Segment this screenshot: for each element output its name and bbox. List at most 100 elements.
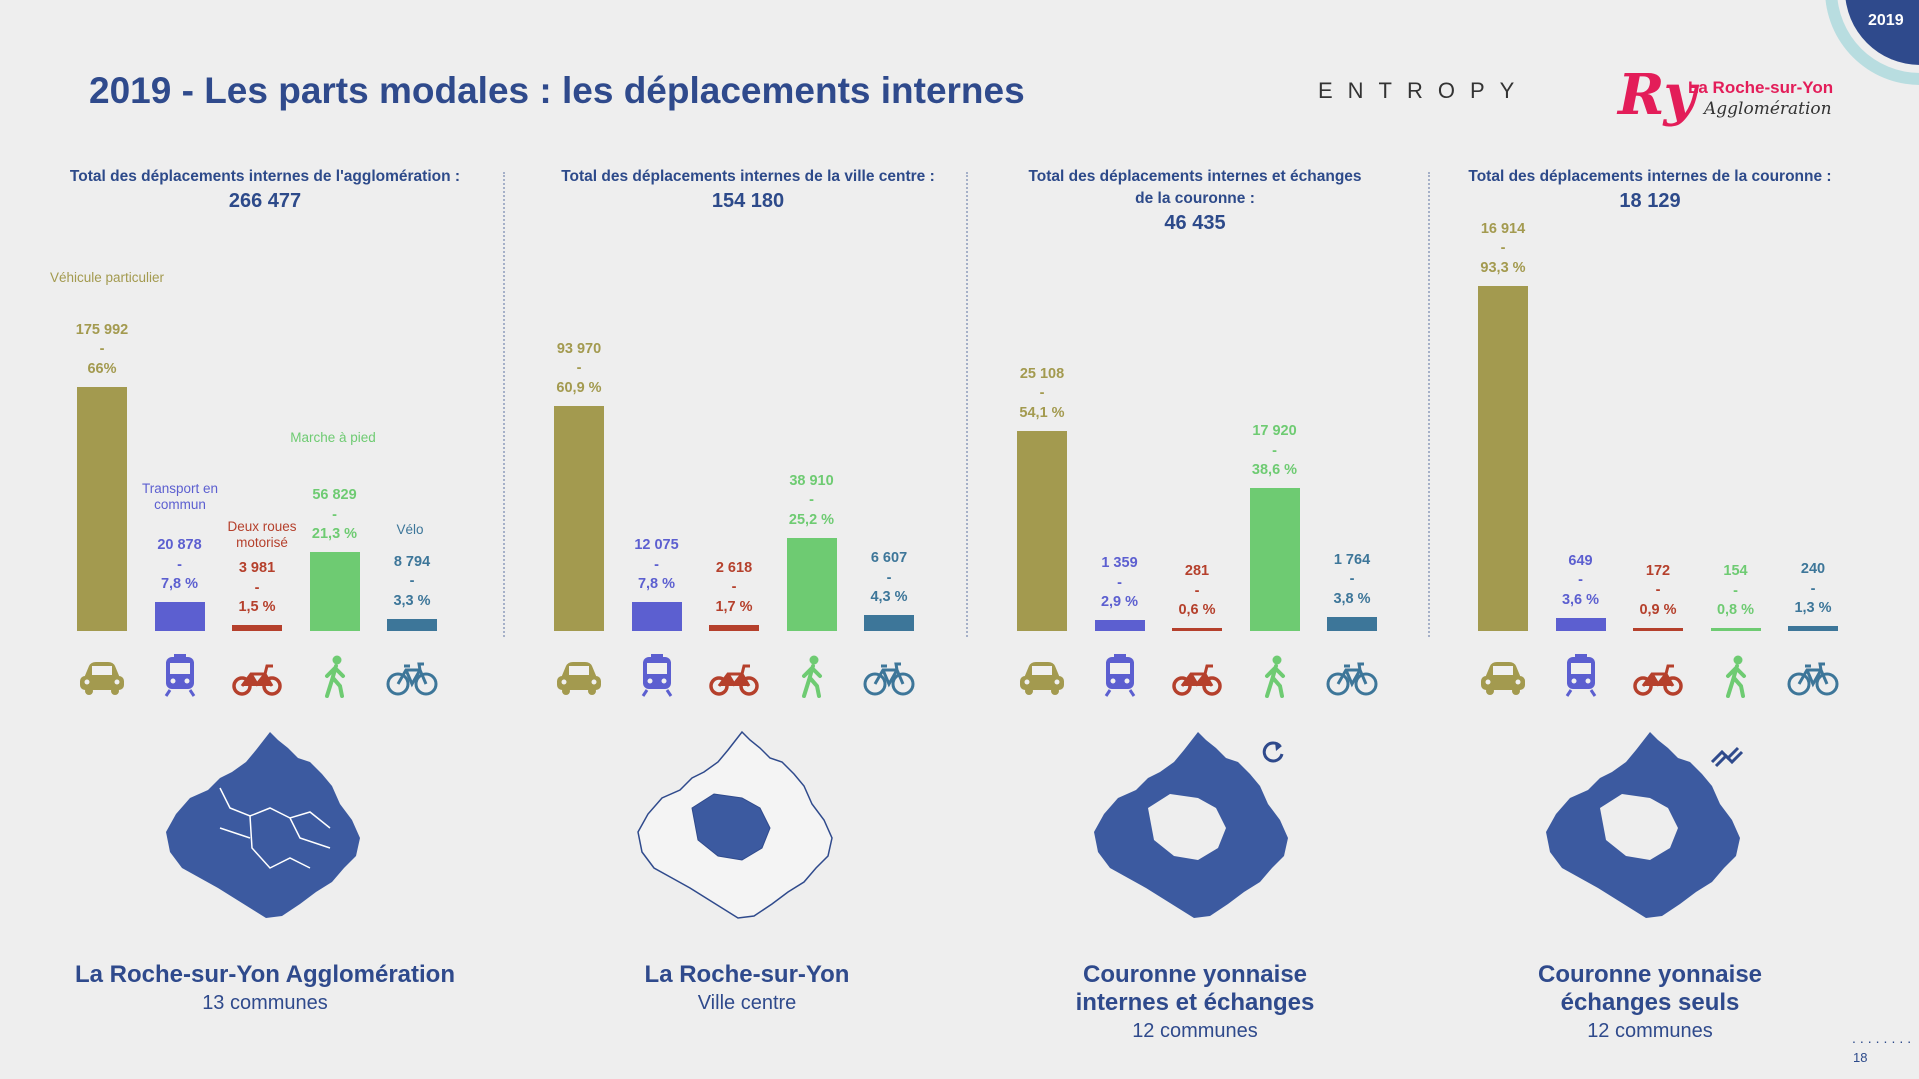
bar-transit xyxy=(1094,620,1145,631)
caption-ville-centre: La Roche-sur-Yon Ville centre xyxy=(527,961,967,1017)
train-icon xyxy=(1094,654,1146,703)
value-label-transit: 12 075 - 7,8 % xyxy=(602,536,712,595)
value-count: 2 618 xyxy=(715,559,753,576)
value-count: 17 920 xyxy=(1252,423,1297,440)
value-dash: - xyxy=(99,341,105,358)
exchange-arrows-icon xyxy=(1710,746,1744,768)
value-count: 154 xyxy=(1723,563,1748,579)
motorbike-icon xyxy=(1171,654,1223,703)
bar-car xyxy=(1017,430,1067,631)
value-percent: 4,3 % xyxy=(870,589,908,606)
value-dash: - xyxy=(1733,582,1738,599)
value-dash: - xyxy=(1578,572,1583,589)
value-percent: 60,9 % xyxy=(556,379,602,396)
map-agglomeration xyxy=(166,732,360,918)
motorbike-icon xyxy=(231,654,283,703)
bar-transit xyxy=(631,602,682,631)
value-label-moto: 172 - 0,9 % xyxy=(1603,562,1713,621)
value-count: 281 xyxy=(1184,563,1210,579)
value-label-walk: 154 - 0,8 % xyxy=(1681,562,1791,621)
pedestrian-icon xyxy=(1249,654,1301,703)
bar-bike xyxy=(387,618,437,631)
page-number: 18 xyxy=(1853,1050,1868,1065)
caption-subtitle: Ville centre xyxy=(697,992,797,1014)
value-dash: - xyxy=(1500,240,1506,257)
value-percent: 7,8 % xyxy=(637,576,676,593)
value-count: 175 992 xyxy=(75,321,129,338)
caption-subtitle: 12 communes xyxy=(1587,1020,1713,1042)
value-percent: 38,6 % xyxy=(1251,462,1298,479)
panel-3-header: Total des déplacements internes et échan… xyxy=(1020,166,1370,234)
car-icon xyxy=(76,654,128,703)
bar-moto xyxy=(232,625,282,631)
bar-car xyxy=(1478,285,1528,631)
value-percent: 1,5 % xyxy=(238,599,276,616)
value-dash: - xyxy=(409,573,415,590)
value-label-bike: 8 794 - 3,3 % xyxy=(357,553,467,612)
value-label-walk: 38 910 - 25,2 % xyxy=(757,472,867,531)
value-dash: - xyxy=(254,579,260,596)
bar-walk xyxy=(1249,488,1300,631)
value-count: 56 829 xyxy=(312,487,357,504)
entropy-logo: ENTROPY xyxy=(1318,78,1530,103)
value-percent: 54,1 % xyxy=(1019,404,1065,421)
car-icon xyxy=(1477,654,1529,703)
bar-walk xyxy=(309,552,360,631)
page-dots: ........ xyxy=(1852,1030,1916,1046)
value-count: 3 981 xyxy=(238,560,276,577)
value-label-transit: 649 - 3,6 % xyxy=(1526,552,1636,611)
value-dash: - xyxy=(332,506,337,523)
la-roche-sur-yon-logo: Ry La Roche-sur-Yon Agglomération xyxy=(1618,62,1838,132)
bar-walk xyxy=(1710,628,1761,631)
value-dash: - xyxy=(1039,385,1045,402)
map-centre-shape xyxy=(691,793,771,861)
bar-car xyxy=(554,405,604,631)
logo-subtitle: Agglomération xyxy=(1704,99,1832,119)
bicycle-icon xyxy=(863,654,915,703)
category-label-transit: Transport en commun xyxy=(141,481,219,512)
value-dash: - xyxy=(731,579,737,596)
category-label-moto: Deux roues motorisé xyxy=(227,519,297,550)
value-label-bike: 1 764 - 3,8 % xyxy=(1297,551,1407,610)
caption-subtitle: 13 communes xyxy=(202,992,328,1014)
value-label-transit: 1 359 - 2,9 % xyxy=(1065,554,1175,613)
page-title: 2019 - Les parts modales : les déplaceme… xyxy=(89,70,1025,111)
value-count: 1 359 xyxy=(1101,555,1138,572)
value-percent: 3,3 % xyxy=(393,592,431,609)
bicycle-icon xyxy=(1787,654,1839,703)
pedestrian-icon xyxy=(1710,654,1762,703)
car-icon xyxy=(1016,654,1068,703)
value-percent: 3,6 % xyxy=(1561,591,1600,608)
value-count: 20 878 xyxy=(157,537,202,554)
bar-moto xyxy=(1172,628,1222,631)
panel-4-header: Total des déplacements internes de la co… xyxy=(1440,166,1860,212)
refresh-icon xyxy=(1262,741,1284,763)
corner-decoration xyxy=(1825,0,1919,85)
value-percent: 2,9 % xyxy=(1100,594,1139,611)
value-percent: 1,7 % xyxy=(715,598,753,615)
panel-1-total: 266 477 xyxy=(228,190,302,212)
value-count: 1 764 xyxy=(1333,551,1371,568)
category-label-bike: Vélo xyxy=(396,522,424,537)
value-dash: - xyxy=(886,569,892,586)
panel-1-title: Total des déplacements internes de l'agg… xyxy=(69,168,461,185)
bar-walk xyxy=(786,537,837,631)
value-label-moto: 2 618 - 1,7 % xyxy=(679,559,789,618)
caption-title: Couronne yonnaise échanges seuls xyxy=(1537,961,1763,1016)
value-percent: 1,3 % xyxy=(1794,600,1832,617)
map-shape xyxy=(166,732,360,918)
value-dash: - xyxy=(1117,574,1122,591)
bar-transit xyxy=(154,602,205,631)
value-label-moto: 281 - 0,6 % xyxy=(1142,562,1252,621)
value-label-car: 16 914 - 93,3 % xyxy=(1448,220,1558,279)
value-dash: - xyxy=(1272,442,1277,459)
train-icon xyxy=(1555,654,1607,703)
caption-title: Couronne yonnaise internes et échanges xyxy=(1075,961,1315,1016)
train-icon xyxy=(154,654,206,703)
value-label-car: 93 970 - 60,9 % xyxy=(524,340,634,399)
map-couronne-seuls xyxy=(1546,732,1740,918)
corner-disc xyxy=(1845,0,1919,65)
value-dash: - xyxy=(1810,580,1816,597)
bar-transit xyxy=(1555,617,1606,631)
value-dash: - xyxy=(654,556,659,573)
